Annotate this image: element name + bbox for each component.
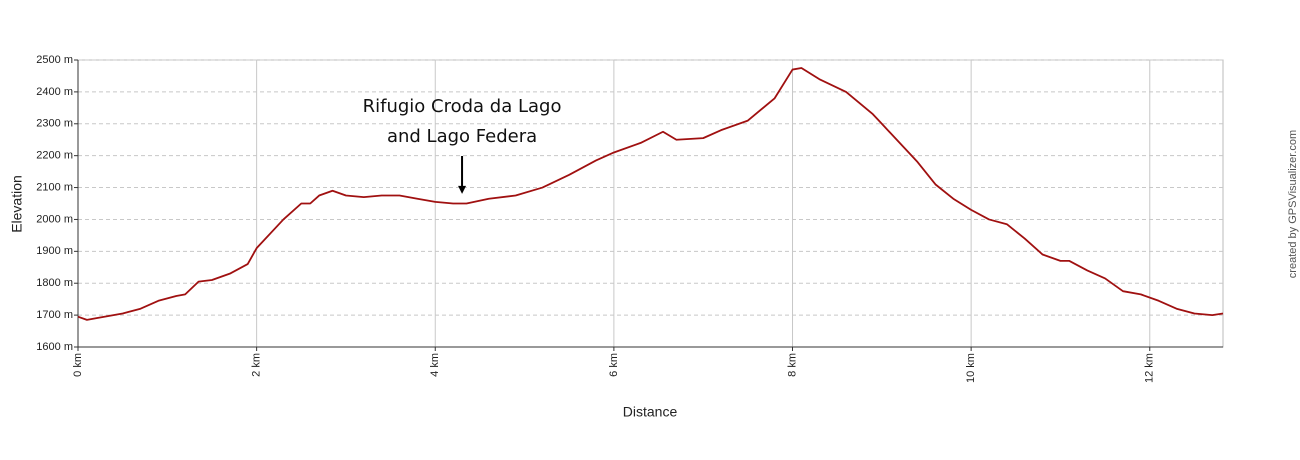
annotation-text: Rifugio Croda da Lago — [363, 96, 562, 117]
x-tick-label: 12 km — [1144, 353, 1156, 383]
y-tick-label: 2100 m — [36, 181, 73, 193]
y-tick-label: 2000 m — [36, 213, 73, 225]
x-axis-title: Distance — [623, 404, 678, 420]
y-tick-label: 2200 m — [36, 150, 73, 162]
elevation-line — [77, 67, 1224, 321]
annotation-arrowhead — [458, 185, 467, 194]
y-tick-label: 1900 m — [36, 245, 73, 257]
y-tick-label: 1700 m — [36, 309, 73, 321]
credit: created by GPSVisualizer.com — [1287, 130, 1299, 278]
annotation-text: and Lago Federa — [387, 126, 537, 147]
y-tick-label: 1800 m — [36, 277, 73, 289]
x-tick-label: 8 km — [786, 353, 798, 377]
x-tick-label: 10 km — [965, 353, 977, 383]
x-tick-label: 2 km — [251, 353, 263, 377]
y-tick-label: 2500 m — [36, 54, 73, 66]
x-tick-label: 6 km — [608, 353, 620, 377]
y-tick-label: 1600 m — [36, 341, 73, 353]
y-axis-title: Elevation — [9, 175, 25, 233]
y-tick-label: 2300 m — [36, 118, 73, 130]
x-tick-label: 0 km — [72, 353, 84, 377]
plot-area — [77, 59, 1224, 348]
x-tick-label: 4 km — [429, 353, 441, 377]
y-tick-label: 2400 m — [36, 86, 73, 98]
